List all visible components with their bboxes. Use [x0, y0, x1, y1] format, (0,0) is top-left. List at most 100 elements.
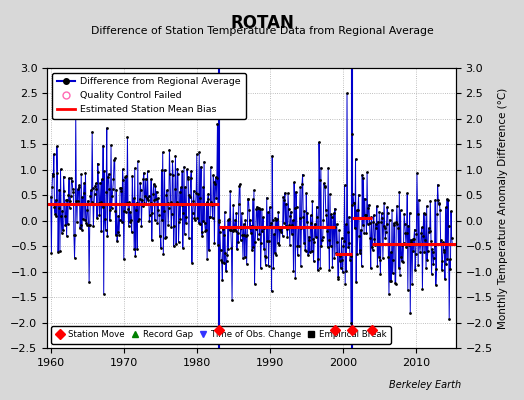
Point — [111, 208, 119, 214]
Point — [442, 260, 450, 267]
Point — [365, 202, 373, 208]
Point — [240, 232, 248, 238]
Point — [176, 188, 184, 195]
Point — [253, 204, 261, 210]
Point — [263, 194, 271, 201]
Point — [232, 228, 240, 234]
Point — [115, 232, 123, 238]
Point — [424, 225, 433, 231]
Point — [364, 205, 373, 211]
Point — [352, 279, 361, 286]
Point — [264, 209, 272, 215]
Point — [236, 181, 244, 187]
Point — [339, 269, 347, 275]
Point — [350, 200, 358, 206]
Point — [216, 247, 225, 253]
Point — [313, 213, 321, 220]
Point — [417, 230, 425, 236]
Point — [243, 232, 252, 238]
Point — [68, 178, 77, 184]
Point — [254, 236, 262, 243]
Point — [235, 200, 243, 207]
Point — [371, 242, 379, 248]
Point — [295, 243, 303, 250]
Point — [154, 207, 162, 213]
Point — [214, 242, 222, 248]
Point — [191, 216, 199, 223]
Point — [266, 204, 274, 210]
Point — [144, 197, 152, 203]
Point — [256, 264, 265, 271]
Point — [370, 236, 378, 242]
Point — [250, 187, 258, 194]
Point — [213, 121, 222, 127]
Point — [324, 236, 333, 243]
Point — [165, 205, 173, 211]
Point — [133, 200, 141, 206]
Point — [267, 288, 276, 294]
Point — [212, 195, 221, 201]
Point — [108, 193, 116, 200]
Point — [421, 210, 429, 217]
Point — [118, 219, 126, 225]
Point — [128, 173, 136, 179]
Point — [119, 177, 127, 183]
Point — [104, 171, 113, 177]
Point — [315, 139, 323, 146]
Point — [62, 233, 71, 239]
Point — [172, 198, 181, 205]
Point — [146, 212, 154, 218]
Point — [395, 188, 403, 195]
Point — [178, 202, 186, 208]
Point — [234, 239, 242, 245]
Point — [245, 207, 253, 214]
Point — [419, 233, 427, 239]
Point — [182, 220, 190, 226]
Point — [244, 196, 253, 203]
Point — [267, 220, 275, 226]
Point — [401, 230, 410, 236]
Point — [171, 152, 180, 159]
Point — [435, 201, 444, 208]
Point — [130, 246, 138, 252]
Point — [204, 190, 213, 197]
Point — [312, 204, 321, 210]
Point — [440, 248, 449, 255]
Point — [320, 180, 328, 186]
Point — [149, 181, 158, 187]
Point — [411, 267, 419, 273]
Point — [57, 213, 66, 220]
Point — [385, 216, 394, 223]
Point — [292, 188, 300, 195]
Point — [106, 207, 115, 213]
Point — [61, 212, 69, 219]
Point — [398, 258, 406, 264]
Point — [164, 222, 172, 229]
Point — [335, 227, 343, 234]
Point — [439, 239, 447, 245]
Point — [379, 255, 387, 262]
Point — [230, 227, 238, 233]
Point — [319, 217, 328, 224]
Point — [257, 239, 266, 246]
Point — [414, 262, 422, 268]
Point — [299, 214, 308, 221]
Point — [399, 240, 408, 246]
Point — [365, 219, 374, 226]
Point — [102, 188, 111, 195]
Point — [241, 217, 249, 224]
Point — [92, 180, 100, 187]
Point — [69, 188, 78, 195]
Point — [420, 248, 429, 255]
Point — [350, 199, 358, 206]
Point — [174, 239, 183, 245]
Point — [244, 196, 252, 202]
Point — [151, 182, 160, 189]
Point — [386, 278, 395, 284]
Point — [434, 200, 443, 206]
Point — [211, 181, 219, 187]
Point — [381, 235, 389, 241]
Point — [434, 197, 442, 204]
Point — [380, 225, 389, 231]
Point — [336, 252, 344, 259]
